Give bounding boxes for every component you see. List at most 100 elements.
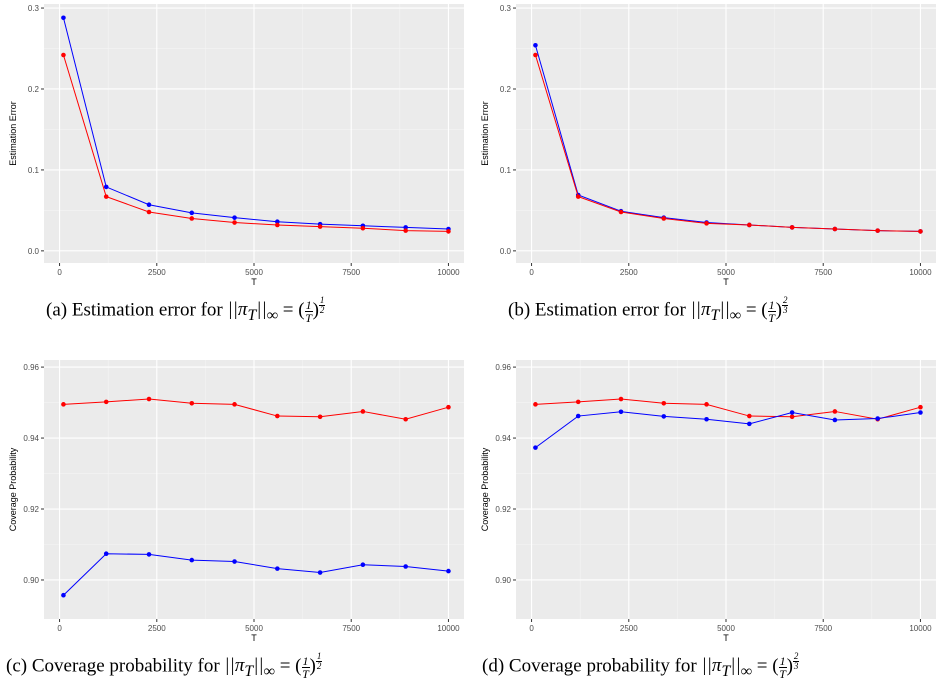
data-point xyxy=(832,417,838,423)
caption-b-sub: T xyxy=(710,307,720,325)
caption-a-norm: ||π xyxy=(227,299,248,321)
x-tick-label: 10000 xyxy=(437,624,460,633)
data-point xyxy=(618,209,624,215)
caption-b-eq: = ( xyxy=(741,299,768,321)
x-tick-label: 5000 xyxy=(245,268,263,277)
data-point xyxy=(918,410,923,415)
y-tick-label: 0.1 xyxy=(500,166,512,175)
x-tick-label: 5000 xyxy=(245,624,263,633)
x-tick-label: 2500 xyxy=(148,624,166,633)
caption-a-inf: ∞ xyxy=(266,307,279,325)
data-point xyxy=(747,413,752,419)
x-axis-label: T xyxy=(251,277,257,287)
caption-b-bars: || xyxy=(719,299,730,321)
y-axis-label: Coverage Probability xyxy=(8,447,18,531)
data-point xyxy=(789,225,795,230)
data-point xyxy=(232,215,237,220)
data-point xyxy=(446,568,451,574)
caption-b-inf: ∞ xyxy=(729,307,742,325)
y-tick-label: 0.92 xyxy=(495,505,511,514)
series-line-0 xyxy=(62,17,449,230)
data-point xyxy=(446,404,451,410)
data-point xyxy=(146,209,152,215)
data-point xyxy=(61,52,66,58)
caption-a-sub: T xyxy=(247,307,257,325)
series-line-1 xyxy=(535,411,921,449)
caption-b-close: ) xyxy=(775,299,782,321)
data-point xyxy=(704,402,709,407)
chart-a: 0 2500 5000 7500 10000 0.0 0.1 0.2 0.3 T Estimatio… xyxy=(8,4,464,287)
x-tick-label: 7500 xyxy=(814,268,832,277)
data-point xyxy=(61,402,66,407)
y-tick-label: 0.94 xyxy=(23,434,39,443)
caption-c-inf: ∞ xyxy=(263,663,275,681)
data-point xyxy=(875,416,880,421)
data-point xyxy=(317,224,323,229)
data-point xyxy=(918,229,923,234)
data-point xyxy=(103,399,109,405)
caption-b-norm: ||π xyxy=(690,299,711,321)
y-tick-label: 0.90 xyxy=(23,576,39,585)
caption-a-bars: || xyxy=(256,299,267,321)
data-point xyxy=(618,409,624,415)
caption-a-eq: = ( xyxy=(278,299,305,321)
data-point xyxy=(747,421,752,427)
series-line-1 xyxy=(62,54,449,232)
data-point xyxy=(747,222,752,228)
data-point xyxy=(575,413,581,419)
data-point xyxy=(146,552,152,557)
data-point xyxy=(575,399,581,405)
data-point xyxy=(875,228,880,233)
x-tick-label: 10000 xyxy=(909,268,932,277)
chart-c: 0 2500 5000 7500 10000 0.90 0.92 0.94 0.96 T Cover… xyxy=(8,360,464,643)
data-point xyxy=(103,184,109,190)
y-tick-label: 0.96 xyxy=(23,363,39,372)
data-point xyxy=(403,225,408,230)
x-tick-label: 5000 xyxy=(717,624,735,633)
data-point xyxy=(275,222,280,228)
caption-d-inf: ∞ xyxy=(740,663,753,681)
caption-d-eq: = ( xyxy=(752,655,779,677)
chart-panel-a: 0 2500 5000 7500 10000 0.0 0.1 0.2 0.3 T Estimatio… xyxy=(0,0,470,290)
data-point xyxy=(232,402,237,407)
x-axis-label: T xyxy=(723,633,729,643)
y-tick-label: 0.3 xyxy=(500,4,512,13)
caption-a-label: (a) Estimation error for xyxy=(46,299,228,321)
x-tick-label: 0 xyxy=(529,268,534,277)
data-point xyxy=(232,559,237,564)
caption-c-norm: ||π xyxy=(224,655,245,677)
data-point xyxy=(533,445,538,450)
x-tick-label: 10000 xyxy=(909,624,932,633)
y-axis-label: Estimation Error xyxy=(8,101,18,166)
caption-d-label: (d) Coverage probability for xyxy=(482,655,702,677)
data-point xyxy=(61,592,66,598)
x-tick-label: 5000 xyxy=(717,268,735,277)
data-point xyxy=(661,414,667,419)
x-tick-label: 7500 xyxy=(342,624,360,633)
data-point xyxy=(232,220,237,225)
data-point xyxy=(575,194,581,199)
data-point xyxy=(446,229,451,234)
caption-b-label: (b) Estimation error for xyxy=(508,299,691,321)
caption-c: (c) Coverage probability for ||πT||∞ = (… xyxy=(6,651,323,681)
data-point xyxy=(403,416,408,422)
caption-d-close: ) xyxy=(786,655,793,677)
y-tick-label: 0.96 xyxy=(495,363,511,372)
data-point xyxy=(146,202,152,208)
x-tick-label: 2500 xyxy=(148,268,166,277)
data-point xyxy=(704,221,709,226)
series-line-1 xyxy=(534,54,921,232)
data-point xyxy=(61,15,66,21)
data-point xyxy=(275,566,280,571)
chart-d: 0 2500 5000 7500 10000 0.90 0.92 0.94 0.96 T Cover… xyxy=(480,360,936,643)
data-point xyxy=(832,409,838,414)
caption-d-norm: ||π xyxy=(701,655,722,677)
y-tick-label: 0.1 xyxy=(28,166,40,175)
chart-panel-c: 0 2500 5000 7500 10000 0.90 0.92 0.94 0.96 T Cover… xyxy=(0,356,470,646)
x-tick-label: 10000 xyxy=(437,268,460,277)
data-point xyxy=(789,414,795,420)
data-point xyxy=(832,226,838,232)
